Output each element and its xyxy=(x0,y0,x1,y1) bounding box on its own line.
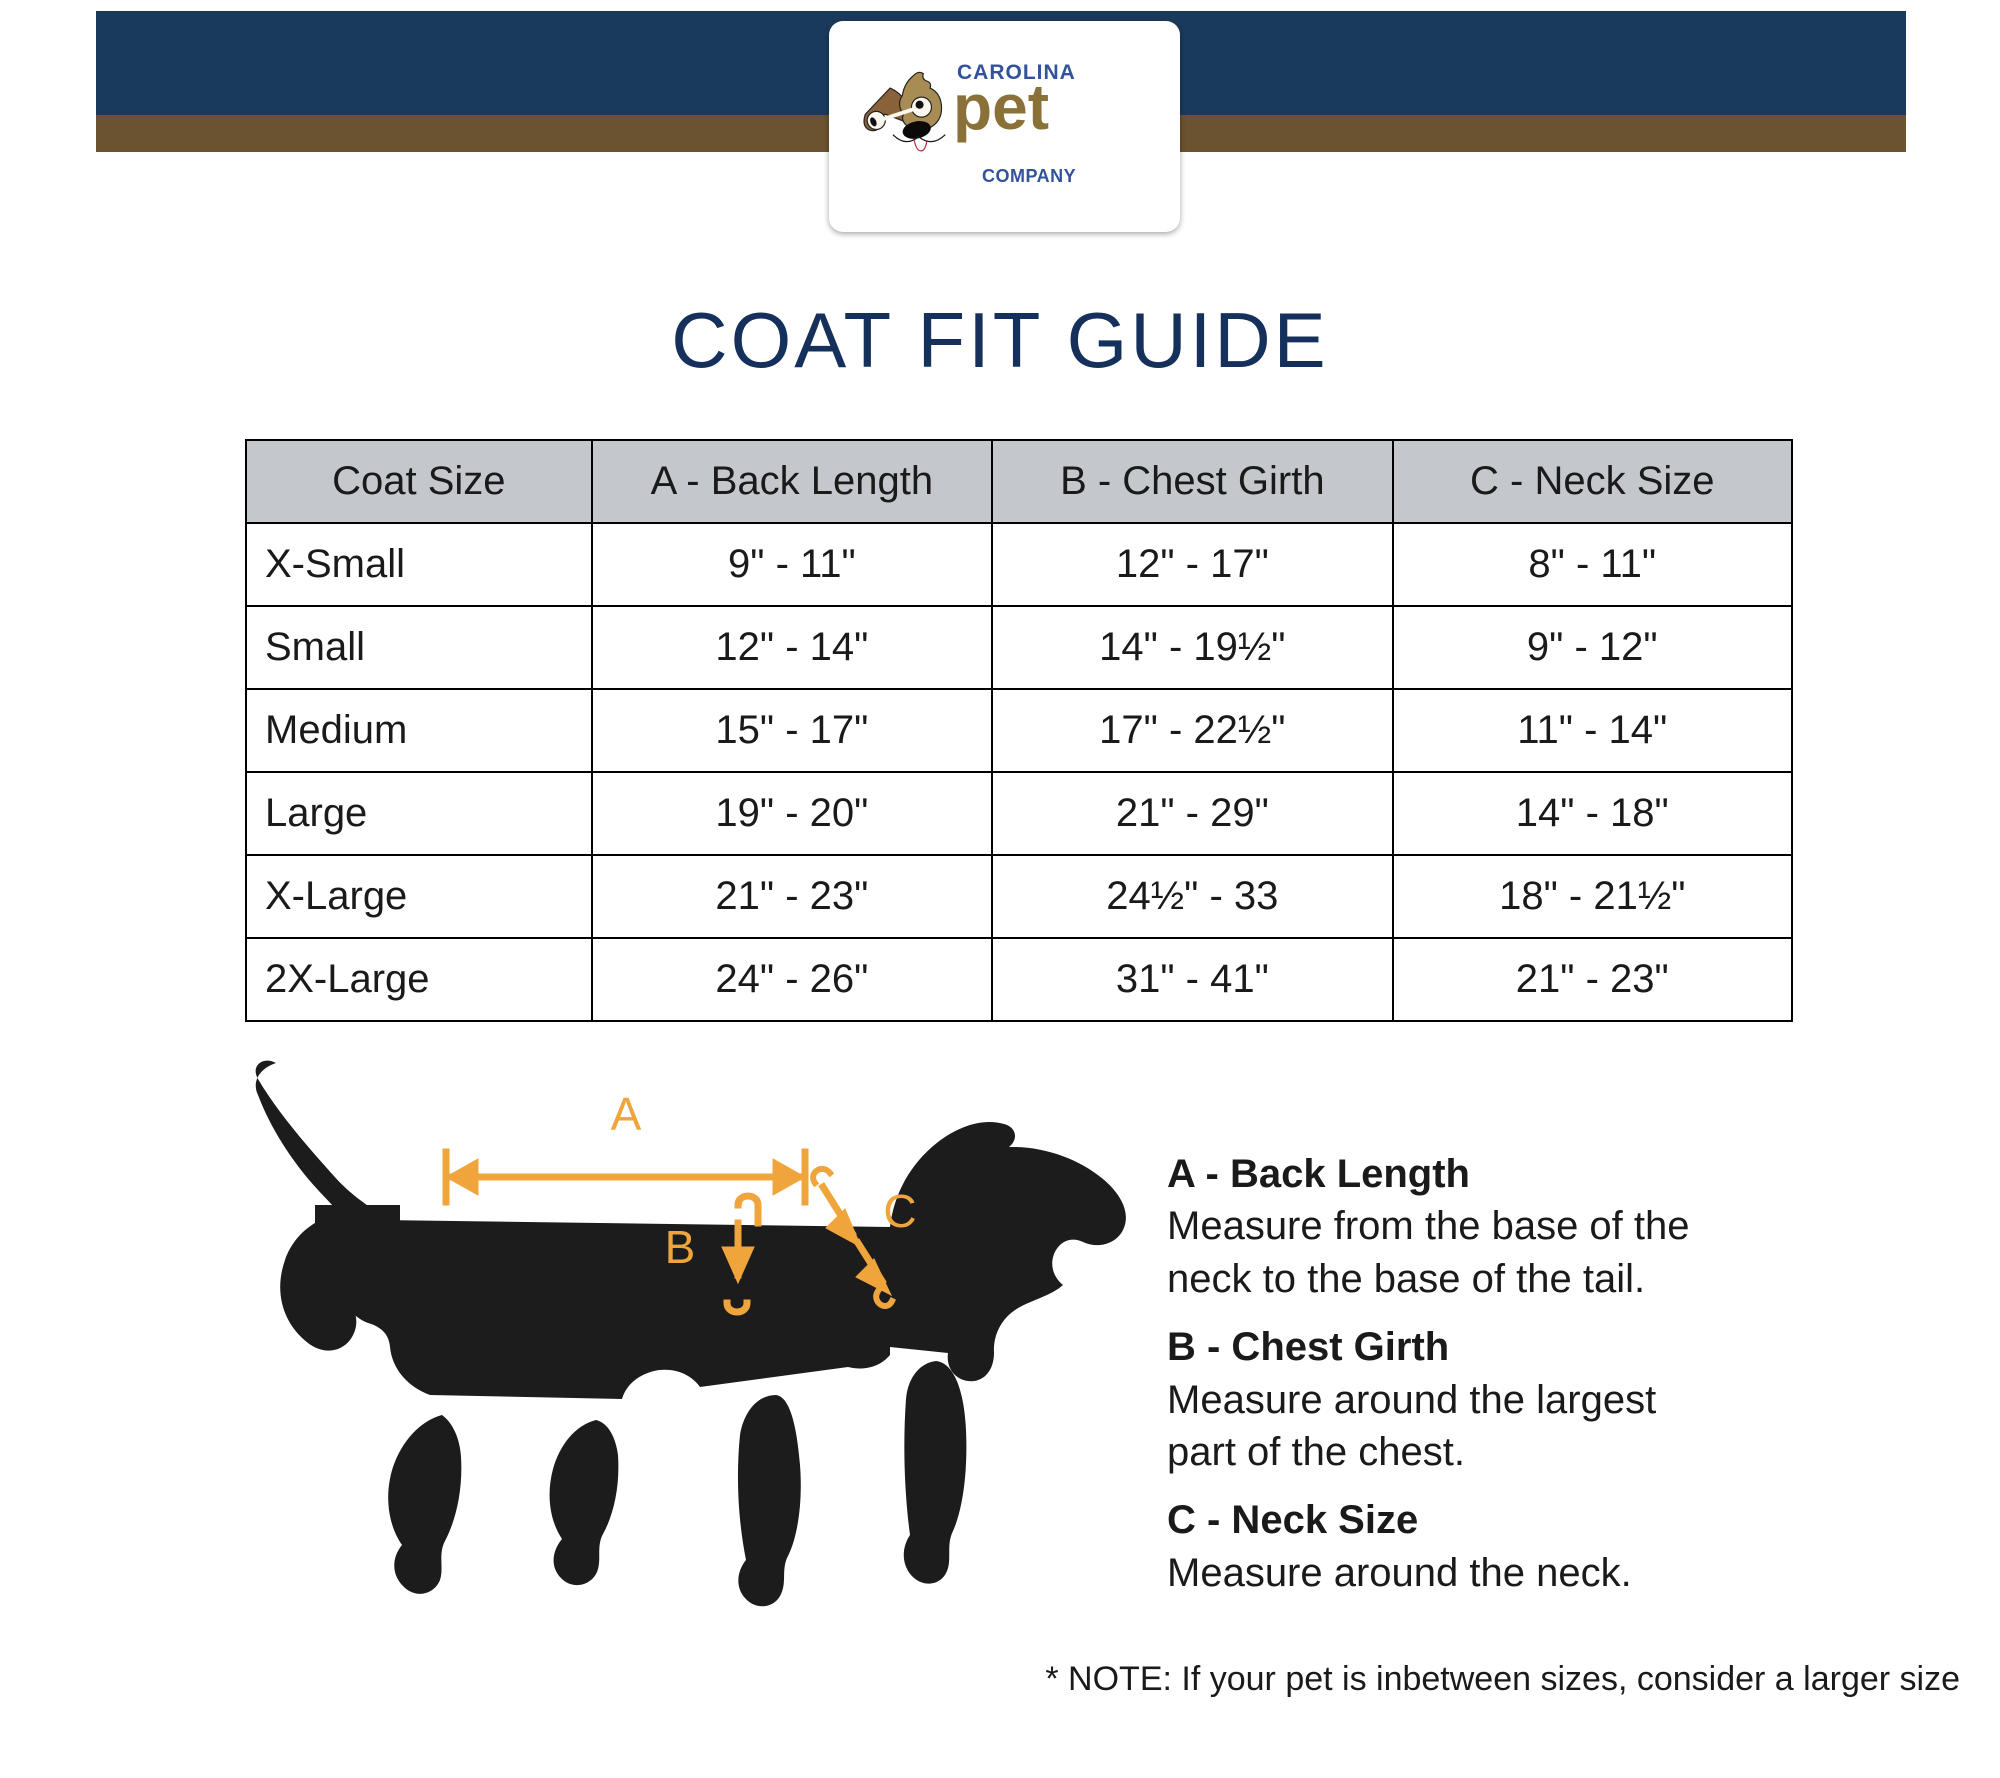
svg-text:B: B xyxy=(665,1221,696,1273)
svg-text:C: C xyxy=(883,1185,916,1237)
svg-text:A: A xyxy=(611,1088,642,1140)
